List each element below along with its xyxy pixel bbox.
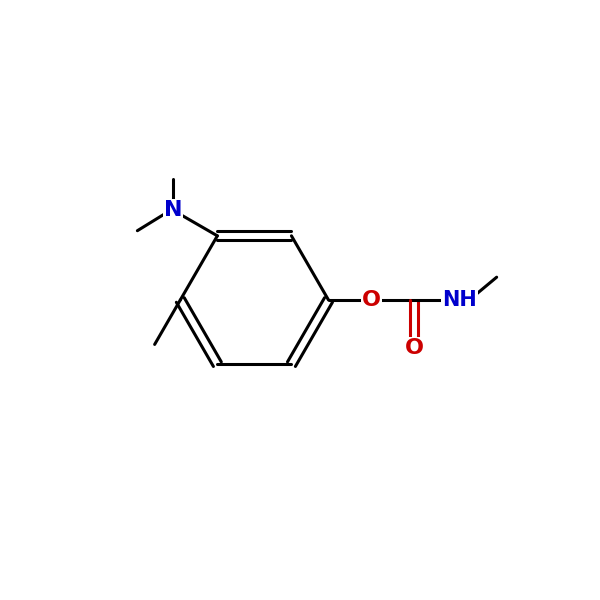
Text: NH: NH (442, 290, 477, 310)
Text: N: N (164, 200, 182, 220)
Text: O: O (404, 338, 424, 358)
Text: O: O (362, 290, 381, 310)
